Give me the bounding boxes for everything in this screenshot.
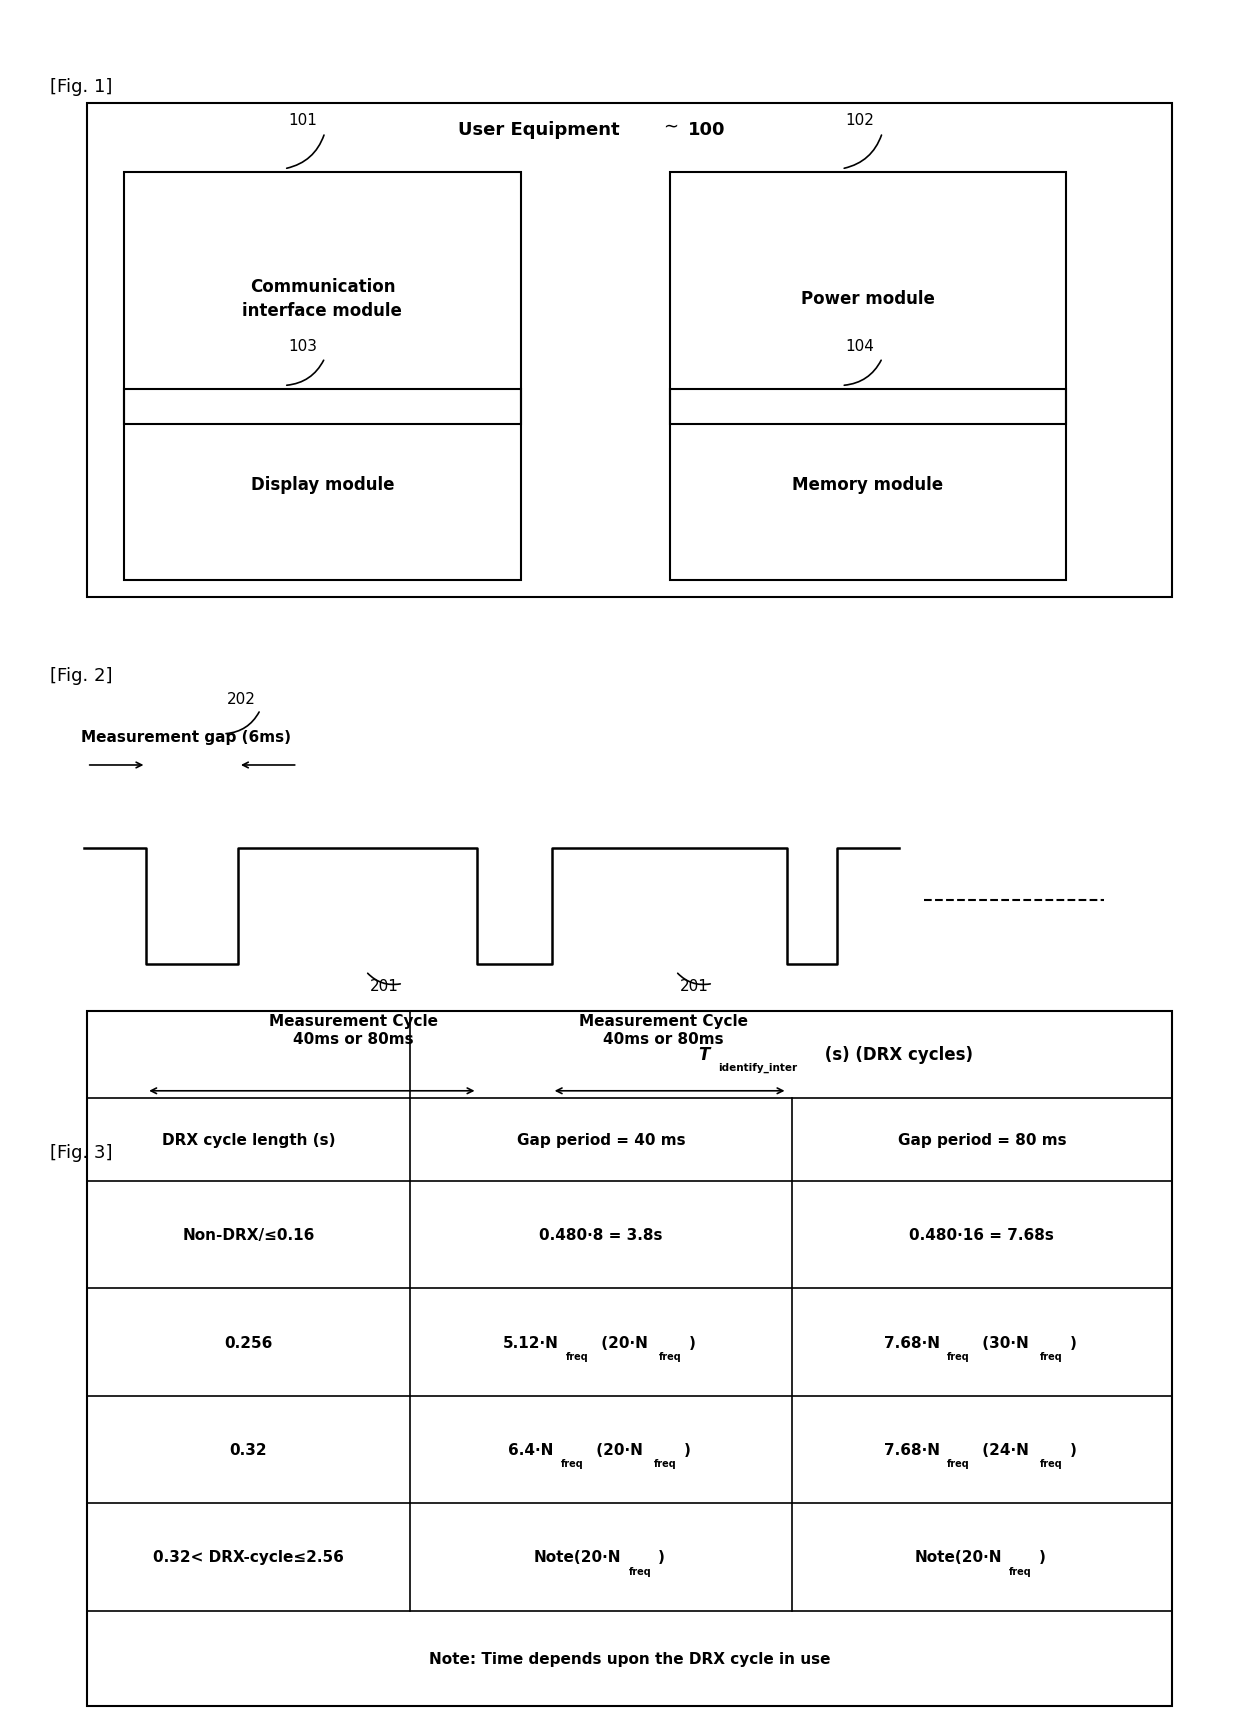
Text: freq: freq — [560, 1458, 584, 1469]
Text: [Fig. 3]: [Fig. 3] — [50, 1143, 112, 1160]
Text: Power module: Power module — [801, 289, 935, 308]
Text: identify_inter: identify_inter — [718, 1062, 797, 1072]
Text: ): ) — [683, 1443, 691, 1457]
Text: ): ) — [658, 1550, 665, 1564]
Bar — [87, 1011, 1172, 1706]
Text: (20·N: (20·N — [590, 1443, 642, 1457]
Text: freq: freq — [1040, 1351, 1063, 1361]
Text: freq: freq — [1009, 1566, 1032, 1576]
Text: (s) (DRX cycles): (s) (DRX cycles) — [820, 1046, 973, 1063]
Text: Communication
interface module: Communication interface module — [243, 277, 402, 320]
Text: ∼: ∼ — [663, 118, 678, 135]
Text: freq: freq — [660, 1351, 682, 1361]
Text: 101: 101 — [288, 113, 317, 128]
Text: freq: freq — [653, 1458, 677, 1469]
Text: 202: 202 — [227, 691, 257, 707]
Text: freq: freq — [947, 1351, 970, 1361]
Text: ): ) — [1069, 1335, 1076, 1349]
Text: Note(20·N: Note(20·N — [914, 1550, 1002, 1564]
Text: [Fig. 1]: [Fig. 1] — [50, 78, 112, 95]
Text: 103: 103 — [288, 338, 317, 353]
Text: ): ) — [1039, 1550, 1045, 1564]
Bar — [87, 104, 1172, 598]
Text: Gap period = 80 ms: Gap period = 80 ms — [898, 1133, 1066, 1147]
Text: User Equipment: User Equipment — [459, 121, 620, 139]
Text: freq: freq — [947, 1458, 970, 1469]
Text: 5.12·N: 5.12·N — [503, 1335, 559, 1349]
Text: [Fig. 2]: [Fig. 2] — [50, 667, 112, 684]
Text: Memory module: Memory module — [792, 476, 944, 494]
Bar — [670, 173, 1066, 424]
Text: Note(20·N: Note(20·N — [533, 1550, 621, 1564]
Text: freq: freq — [629, 1566, 651, 1576]
Bar — [124, 390, 521, 580]
Text: 6.4·N: 6.4·N — [508, 1443, 554, 1457]
Text: Display module: Display module — [250, 476, 394, 494]
Text: (24·N: (24·N — [977, 1443, 1028, 1457]
Text: 0.32: 0.32 — [229, 1443, 268, 1457]
Text: 0.480·16 = 7.68s: 0.480·16 = 7.68s — [909, 1228, 1054, 1242]
Text: freq: freq — [567, 1351, 589, 1361]
Text: DRX cycle length (s): DRX cycle length (s) — [161, 1133, 335, 1147]
Text: Non-DRX/≤0.16: Non-DRX/≤0.16 — [182, 1228, 315, 1242]
Text: 7.68·N: 7.68·N — [884, 1335, 940, 1349]
Text: Measurement Cycle
40ms or 80ms: Measurement Cycle 40ms or 80ms — [579, 1013, 748, 1046]
Text: 201: 201 — [370, 979, 399, 994]
Text: Measurement Cycle
40ms or 80ms: Measurement Cycle 40ms or 80ms — [269, 1013, 438, 1046]
Text: ): ) — [688, 1335, 696, 1349]
Text: 201: 201 — [680, 979, 709, 994]
Text: 104: 104 — [846, 338, 874, 353]
Text: 102: 102 — [846, 113, 874, 128]
Text: 0.480·8 = 3.8s: 0.480·8 = 3.8s — [539, 1228, 663, 1242]
Text: Gap period = 40 ms: Gap period = 40 ms — [517, 1133, 686, 1147]
Bar — [124, 173, 521, 424]
Text: 0.32< DRX-cycle≤2.56: 0.32< DRX-cycle≤2.56 — [153, 1550, 343, 1564]
Text: 100: 100 — [688, 121, 725, 139]
Text: Measurement gap (6ms): Measurement gap (6ms) — [81, 729, 290, 745]
Text: 7.68·N: 7.68·N — [884, 1443, 940, 1457]
Text: (30·N: (30·N — [977, 1335, 1028, 1349]
Text: 0.256: 0.256 — [224, 1335, 273, 1349]
Text: ): ) — [1069, 1443, 1076, 1457]
Bar — [670, 390, 1066, 580]
Text: T: T — [698, 1046, 709, 1063]
Text: Note: Time depends upon the DRX cycle in use: Note: Time depends upon the DRX cycle in… — [429, 1651, 830, 1666]
Text: freq: freq — [1040, 1458, 1063, 1469]
Text: (20·N: (20·N — [595, 1335, 647, 1349]
